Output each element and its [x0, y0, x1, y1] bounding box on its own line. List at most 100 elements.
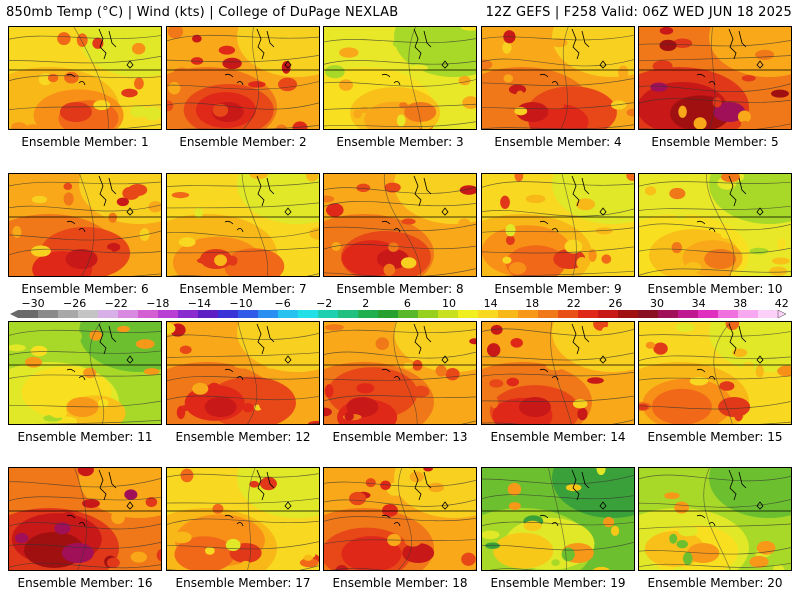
ensemble-member-label: Ensemble Member: 17: [175, 576, 311, 590]
ensemble-member-label: Ensemble Member: 19: [490, 576, 626, 590]
ensemble-map-panel: [166, 173, 320, 277]
colorbar-cell: [618, 310, 639, 318]
colorbar-cell: [718, 310, 739, 318]
colorbar-tick-label: −26: [62, 297, 87, 310]
colorbar-cell: [658, 310, 679, 318]
color-scale-bar: [10, 310, 786, 318]
ensemble-member-label: Ensemble Member: 18: [332, 576, 468, 590]
colorbar-cell: [378, 310, 399, 318]
colorbar-tick-label: 38: [733, 297, 748, 310]
ensemble-map-panel: [8, 321, 162, 425]
colorbar-tick-label: −6: [274, 297, 291, 310]
ensemble-map-panel: [166, 321, 320, 425]
colorbar-cell: [678, 310, 699, 318]
colorbar-cell: [358, 310, 379, 318]
ensemble-member-label: Ensemble Member: 11: [17, 430, 153, 444]
colorbar-cell: [138, 310, 159, 318]
colorbar-cell: [318, 310, 339, 318]
colorbar-cell: [758, 310, 779, 318]
valid-time: 12Z GEFS | F258 Valid: 06Z WED JUN 18 20…: [485, 5, 792, 20]
colorbar-cell: [178, 310, 199, 318]
colorbar-cell: [478, 310, 499, 318]
ensemble-map-panel: [323, 467, 477, 571]
colorbar-cell: [98, 310, 119, 318]
colorbar-tick-label: 26: [608, 297, 623, 310]
colorbar-cell: [278, 310, 299, 318]
colorbar-cell: [258, 310, 279, 318]
ensemble-member-label: Ensemble Member: 1: [21, 135, 149, 149]
ensemble-map-panel: [638, 173, 792, 277]
colorbar-cell: [518, 310, 539, 318]
colorbar-cell: [118, 310, 139, 318]
colorbar-cell: [458, 310, 479, 318]
colorbar-tick-label: −18: [146, 297, 170, 310]
colorbar-tick-label: 42: [774, 297, 789, 310]
ensemble-member-label: Ensemble Member: 20: [647, 576, 783, 590]
colorbar-cell: [238, 310, 259, 318]
colorbar-cell: [638, 310, 659, 318]
colorbar-cell: [738, 310, 759, 318]
ensemble-map-panel: [481, 321, 635, 425]
colorbar-tick-label: 30: [650, 297, 664, 310]
ensemble-member-label: Ensemble Member: 16: [17, 576, 153, 590]
colorbar-cell: [78, 310, 99, 318]
ensemble-member-label: Ensemble Member: 13: [332, 430, 468, 444]
ensemble-map-panel: [323, 173, 477, 277]
ensemble-member-label: Ensemble Member: 12: [175, 430, 311, 444]
ensemble-map-panel: [481, 467, 635, 571]
ensemble-member-label: Ensemble Member: 10: [647, 282, 783, 296]
colorbar-tick-label: 10: [442, 297, 456, 310]
colorbar-cell: [498, 310, 519, 318]
colorbar-cell: [158, 310, 179, 318]
ensemble-map-panel: [481, 26, 635, 130]
colorbar-cell: [438, 310, 459, 318]
ensemble-map-panel: [8, 173, 162, 277]
colorbar-cell: [218, 310, 239, 318]
ensemble-map-panel: [8, 26, 162, 130]
colorbar-cell: [398, 310, 419, 318]
ensemble-map-panel: [481, 173, 635, 277]
ensemble-member-label: Ensemble Member: 4: [494, 135, 622, 149]
colorbar-tick-label: −10: [229, 297, 253, 310]
colorbar-cell: [18, 310, 39, 318]
colorbar-tick-label: 2: [362, 297, 370, 310]
colorbar-cell: [338, 310, 359, 318]
colorbar-cell: [38, 310, 59, 318]
ensemble-map-panel: [8, 467, 162, 571]
colorbar-tick-label: 22: [566, 297, 581, 310]
ensemble-member-label: Ensemble Member: 8: [336, 282, 464, 296]
colorbar-cell: [58, 310, 79, 318]
ensemble-map-panel: [323, 26, 477, 130]
colorbar-tick-label: 18: [525, 297, 540, 310]
ensemble-map-panel: [638, 321, 792, 425]
ensemble-map-panel: [638, 467, 792, 571]
ensemble-map-panel: [166, 467, 320, 571]
map-title: 850mb Temp (°C) | Wind (kts) | College o…: [6, 5, 399, 20]
ensemble-member-label: Ensemble Member: 15: [647, 430, 783, 444]
colorbar-tick-label: 34: [691, 297, 706, 310]
ensemble-member-label: Ensemble Member: 7: [179, 282, 307, 296]
colorbar-tick-label: −2: [316, 297, 333, 310]
ensemble-map-panel: [638, 26, 792, 130]
ensemble-member-label: Ensemble Member: 5: [651, 135, 779, 149]
ensemble-map-panel: [323, 321, 477, 425]
ensemble-member-label: Ensemble Member: 9: [494, 282, 622, 296]
colorbar-cell: [558, 310, 579, 318]
colorbar-cell: [538, 310, 559, 318]
ensemble-map-panel: [166, 26, 320, 130]
colorbar-cell: [198, 310, 219, 318]
colorbar-tick-label: −14: [187, 297, 211, 310]
colorbar-tick-label: −22: [104, 297, 128, 310]
colorbar-cell: [598, 310, 619, 318]
colorbar-tick-label: 14: [483, 297, 498, 310]
ensemble-member-label: Ensemble Member: 14: [490, 430, 626, 444]
ensemble-member-label: Ensemble Member: 6: [21, 282, 149, 296]
colorbar-cell: [578, 310, 599, 318]
ensemble-member-label: Ensemble Member: 2: [179, 135, 307, 149]
colorbar-cell: [298, 310, 319, 318]
colorbar-cell: [418, 310, 439, 318]
colorbar-tick-label: 6: [403, 297, 411, 310]
colorbar-tick-label: −30: [21, 297, 45, 310]
colorbar-cell: [698, 310, 719, 318]
ensemble-member-label: Ensemble Member: 3: [336, 135, 464, 149]
